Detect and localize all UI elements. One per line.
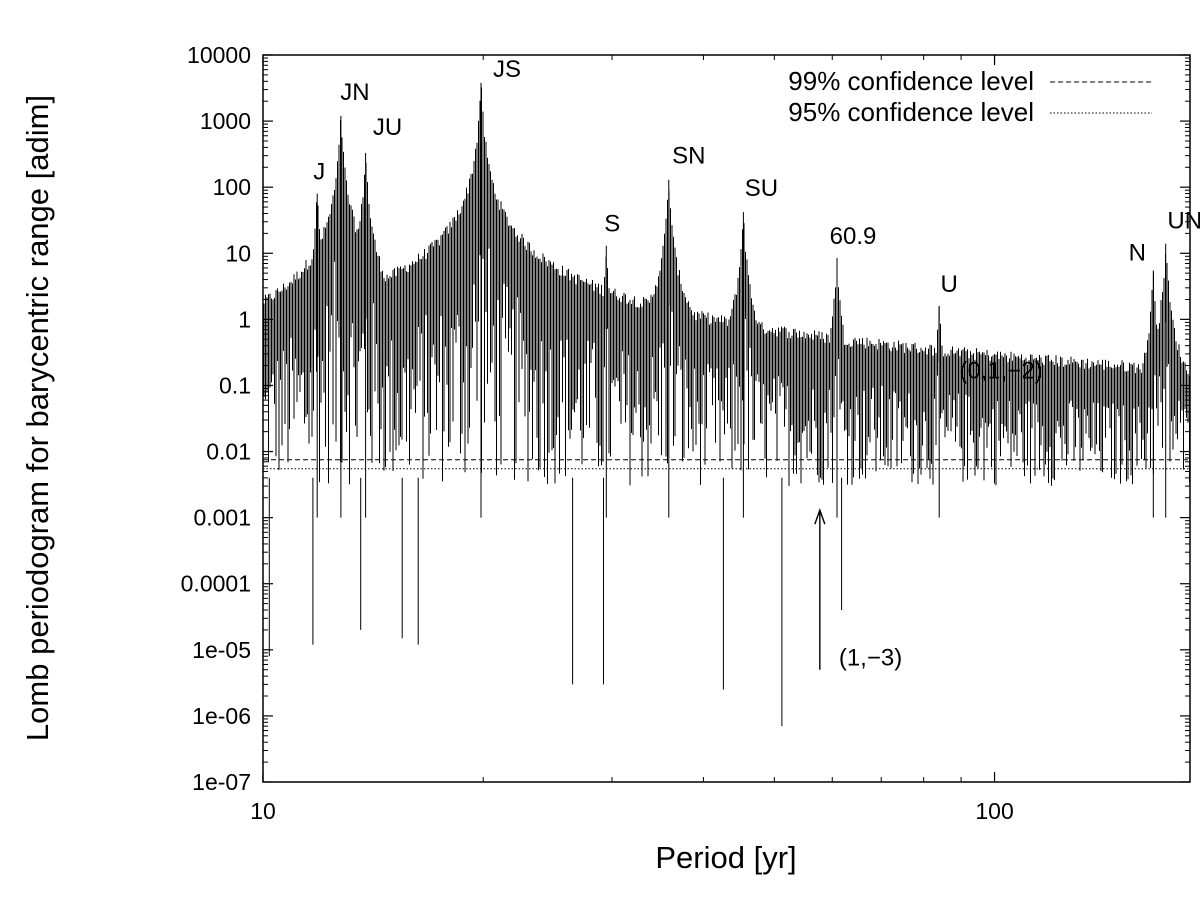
x-axis-title: Period [yr]	[655, 840, 796, 875]
y-tick-label: 1e-06	[192, 703, 251, 729]
y-tick-label: 0.1	[219, 372, 251, 398]
peak-label: 60.9	[830, 223, 877, 250]
peak-label: S	[604, 211, 620, 238]
y-tick-label: 0.01	[206, 439, 251, 465]
annotations: (0,1,−2) (1,−3)	[814, 358, 1043, 672]
y-tick-label: 1e-07	[192, 769, 251, 795]
y-tick-label: 0.0001	[181, 571, 251, 597]
peak-label: SU	[745, 175, 778, 202]
peak-label: U	[940, 271, 957, 298]
annotation-label: (0,1,−2)	[959, 358, 1042, 385]
legend-entry-label: 99% confidence level	[788, 66, 1034, 96]
y-tick-label: 1000	[200, 108, 251, 134]
peak-label: SN	[672, 143, 705, 170]
peak-label: N	[1129, 239, 1146, 266]
periodogram-series-line	[263, 82, 1190, 727]
annotation-arrowhead	[814, 508, 826, 525]
peak-label: JU	[373, 114, 402, 141]
plot-frame	[262, 54, 1191, 783]
peak-label: JN	[340, 79, 369, 106]
peak-label: J	[313, 159, 325, 186]
confidence-lines	[263, 459, 1190, 470]
y-tick-label: 1e-05	[192, 637, 251, 663]
y-tick-label: 100	[213, 174, 251, 200]
legend-entry-label: 95% confidence level	[788, 97, 1034, 127]
peak-label: JS	[493, 56, 521, 83]
x-tick-label: 100	[975, 798, 1013, 824]
y-tick-label: 10	[225, 240, 251, 266]
y-tick-label: 0.001	[193, 505, 251, 531]
peak-label: UN	[1167, 208, 1200, 235]
x-tick-label: 10	[250, 798, 276, 824]
y-tick-label: 10000	[187, 42, 251, 68]
y-tick-label: 1	[238, 306, 251, 332]
y-axis-title: Lomb periodogram for barycentric range […	[20, 95, 55, 741]
annotation-label: (1,−3)	[839, 645, 902, 672]
